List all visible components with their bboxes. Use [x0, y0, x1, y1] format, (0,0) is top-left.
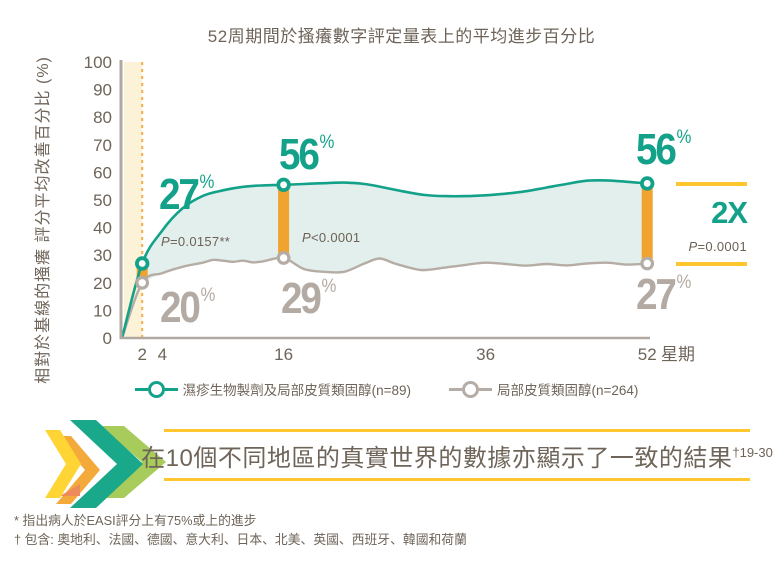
comparison-bar-week2 — [136, 263, 148, 283]
chevron-lightgreen — [100, 426, 166, 498]
legend-item-tcs: 局部皮質類固醇(n=264) — [448, 379, 639, 399]
banner-reference-superscript: †19-30 — [732, 444, 773, 460]
percent-sign: % — [676, 272, 692, 293]
y-tick-label: 0 — [103, 329, 112, 348]
y-tick-label: 30 — [93, 246, 112, 265]
marker-week2 — [135, 275, 150, 290]
y-tick-label: 60 — [93, 163, 112, 182]
green-pct-week16: 56% — [279, 130, 335, 179]
y-tick-label: 100 — [84, 53, 112, 72]
x-tick-label: 36 — [476, 345, 495, 364]
y-tick-label: 90 — [93, 81, 112, 100]
legend-label-biologic: 濕疹生物製劑及局部皮質類固醇(n=89) — [182, 383, 411, 398]
chevron-yellow — [45, 430, 81, 498]
chart-title: 52周期間於搔癢數字評定量表上的平均進步百分比 — [207, 27, 596, 46]
gray-pct-week52: 27% — [636, 270, 692, 319]
percent-sign: % — [200, 285, 216, 306]
percent-sign: % — [321, 276, 337, 297]
legend-label-tcs: 局部皮質類固醇(n=264) — [496, 383, 639, 398]
x-tick-label: 16 — [274, 345, 293, 364]
chevron-teal — [70, 420, 143, 508]
footnotes: * 指出病人於EASI評分上有75%或上的進步 † 包含: 奧地利、法國、德國、… — [14, 512, 467, 549]
legend: 濕疹生物製劑及局部皮質類固醇(n=89) 局部皮質類固醇(n=264) — [0, 379, 773, 399]
gray-pct-week16: 29% — [281, 274, 337, 323]
2x-label: 2X — [711, 195, 748, 230]
green-pct-week2: 27% — [159, 170, 215, 219]
marker-week16 — [276, 177, 291, 193]
percent-sign: % — [676, 127, 692, 148]
y-tick-label: 40 — [93, 219, 112, 238]
comparison-bar-week52 — [641, 183, 653, 264]
marker-week16 — [276, 251, 291, 265]
p-value-week16: P<0.0001 — [302, 230, 361, 245]
marker-week52 — [640, 176, 655, 191]
p-value-week2: P=0.0157** — [161, 234, 231, 249]
y-tick-label: 20 — [93, 274, 112, 293]
gray-pct-week2: 20% — [160, 283, 216, 332]
y-tick-label: 70 — [93, 136, 112, 155]
footnote-dagger: † 包含: 奧地利、法國、德國、意大利、日本、北美、英國、西班牙、韓國和荷蘭 — [14, 531, 467, 547]
green-pct-week52: 56% — [636, 125, 692, 174]
y-tick-label: 80 — [93, 108, 112, 127]
banner: 在10個不同地區的真實世界的數據亦顯示了一致的結果†19-30 — [141, 429, 773, 481]
area-fill — [142, 180, 648, 283]
marker-week52 — [640, 256, 655, 271]
x-tick-label: 52 — [638, 345, 657, 364]
2x-bottom-line — [676, 262, 747, 266]
legend-marker-gray-icon — [448, 380, 492, 398]
legend-marker-green-icon — [134, 380, 178, 398]
percent-sign: % — [319, 132, 335, 153]
x-axis-unit-label: 星期 — [661, 345, 695, 364]
series-line-tcs — [120, 256, 648, 339]
chevron-logo-icon — [45, 420, 166, 508]
banner-text: 在10個不同地區的真實世界的數據亦顯示了一致的結果†19-30 — [141, 444, 773, 472]
marker-week2 — [134, 256, 150, 271]
comparison-bar-week16 — [278, 184, 290, 258]
series-line-biologic — [120, 178, 648, 339]
percent-sign: % — [199, 172, 215, 193]
2x-p-value: P=0.0001 — [688, 239, 747, 254]
y-tick-label: 10 — [93, 301, 112, 320]
x-tick-label: 2 — [137, 345, 146, 364]
footnote-asterisk: * 指出病人於EASI評分上有75%或上的進步 — [14, 513, 257, 528]
y-tick-label: 50 — [93, 191, 112, 210]
legend-item-biologic: 濕疹生物製劑及局部皮質類固醇(n=89) — [134, 379, 411, 399]
chevron-salmon — [60, 484, 80, 496]
x-tick-label: 4 — [158, 345, 167, 364]
2x-top-line — [676, 182, 747, 186]
